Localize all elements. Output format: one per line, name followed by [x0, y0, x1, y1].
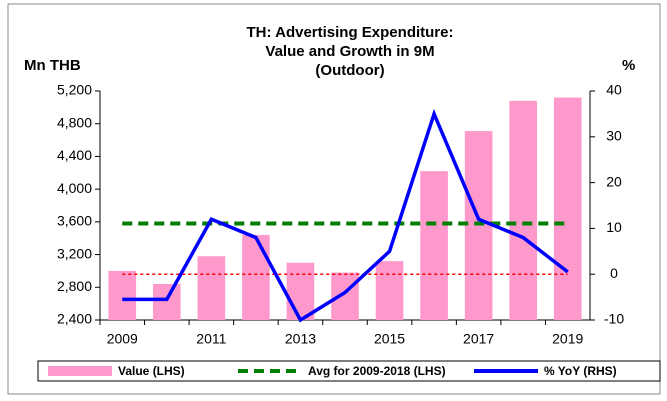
bar	[420, 171, 448, 320]
y2-tick-label: -10	[604, 311, 624, 327]
bar	[331, 272, 359, 320]
y-tick-label: 5,200	[57, 82, 92, 98]
y2-tick-label: 10	[606, 219, 622, 235]
x-tick-label: 2017	[463, 331, 494, 347]
bar	[464, 131, 493, 320]
bar	[197, 256, 226, 320]
x-tick-label: 2019	[552, 331, 583, 347]
bar	[153, 284, 181, 320]
chart-title: Value and Growth in 9M	[265, 43, 434, 60]
y-tick-label: 4,800	[57, 114, 92, 130]
chart-frame	[7, 3, 661, 395]
legend-label: Avg for 2009-2018 (LHS)	[308, 364, 446, 378]
y-tick-label: 4,000	[57, 180, 92, 196]
legend-label: Value (LHS)	[118, 364, 185, 378]
x-tick-label: 2009	[107, 331, 138, 347]
y2-tick-label: 40	[606, 82, 622, 98]
x-tick-label: 2013	[285, 331, 316, 347]
bar	[509, 100, 537, 320]
y2-tick-label: 0	[610, 265, 618, 281]
chart-title: TH: Advertising Expenditure:	[247, 24, 454, 41]
y-tick-label: 2,800	[57, 278, 92, 294]
bar	[553, 97, 582, 321]
line	[122, 108, 569, 323]
bar	[242, 234, 270, 320]
y-tick-label: 3,200	[57, 245, 92, 261]
y2-tick-label: 20	[606, 173, 622, 189]
x-tick-label: 2015	[374, 331, 405, 347]
y-tick-label: 3,600	[57, 213, 92, 229]
legend-box	[37, 360, 661, 382]
bar	[108, 270, 137, 320]
y-axis-label: Mn THB	[24, 57, 81, 74]
bar	[375, 261, 404, 320]
legend-label: % YoY (RHS)	[544, 364, 617, 378]
legend-swatch	[48, 366, 112, 376]
y2-axis-label: %	[622, 57, 635, 74]
y-tick-label: 2,400	[57, 311, 92, 327]
chart-title: (Outdoor)	[315, 62, 384, 79]
y2-tick-label: 30	[606, 128, 622, 144]
bar	[286, 262, 315, 320]
y-tick-label: 4,400	[57, 147, 92, 163]
x-tick-label: 2011	[196, 331, 226, 347]
